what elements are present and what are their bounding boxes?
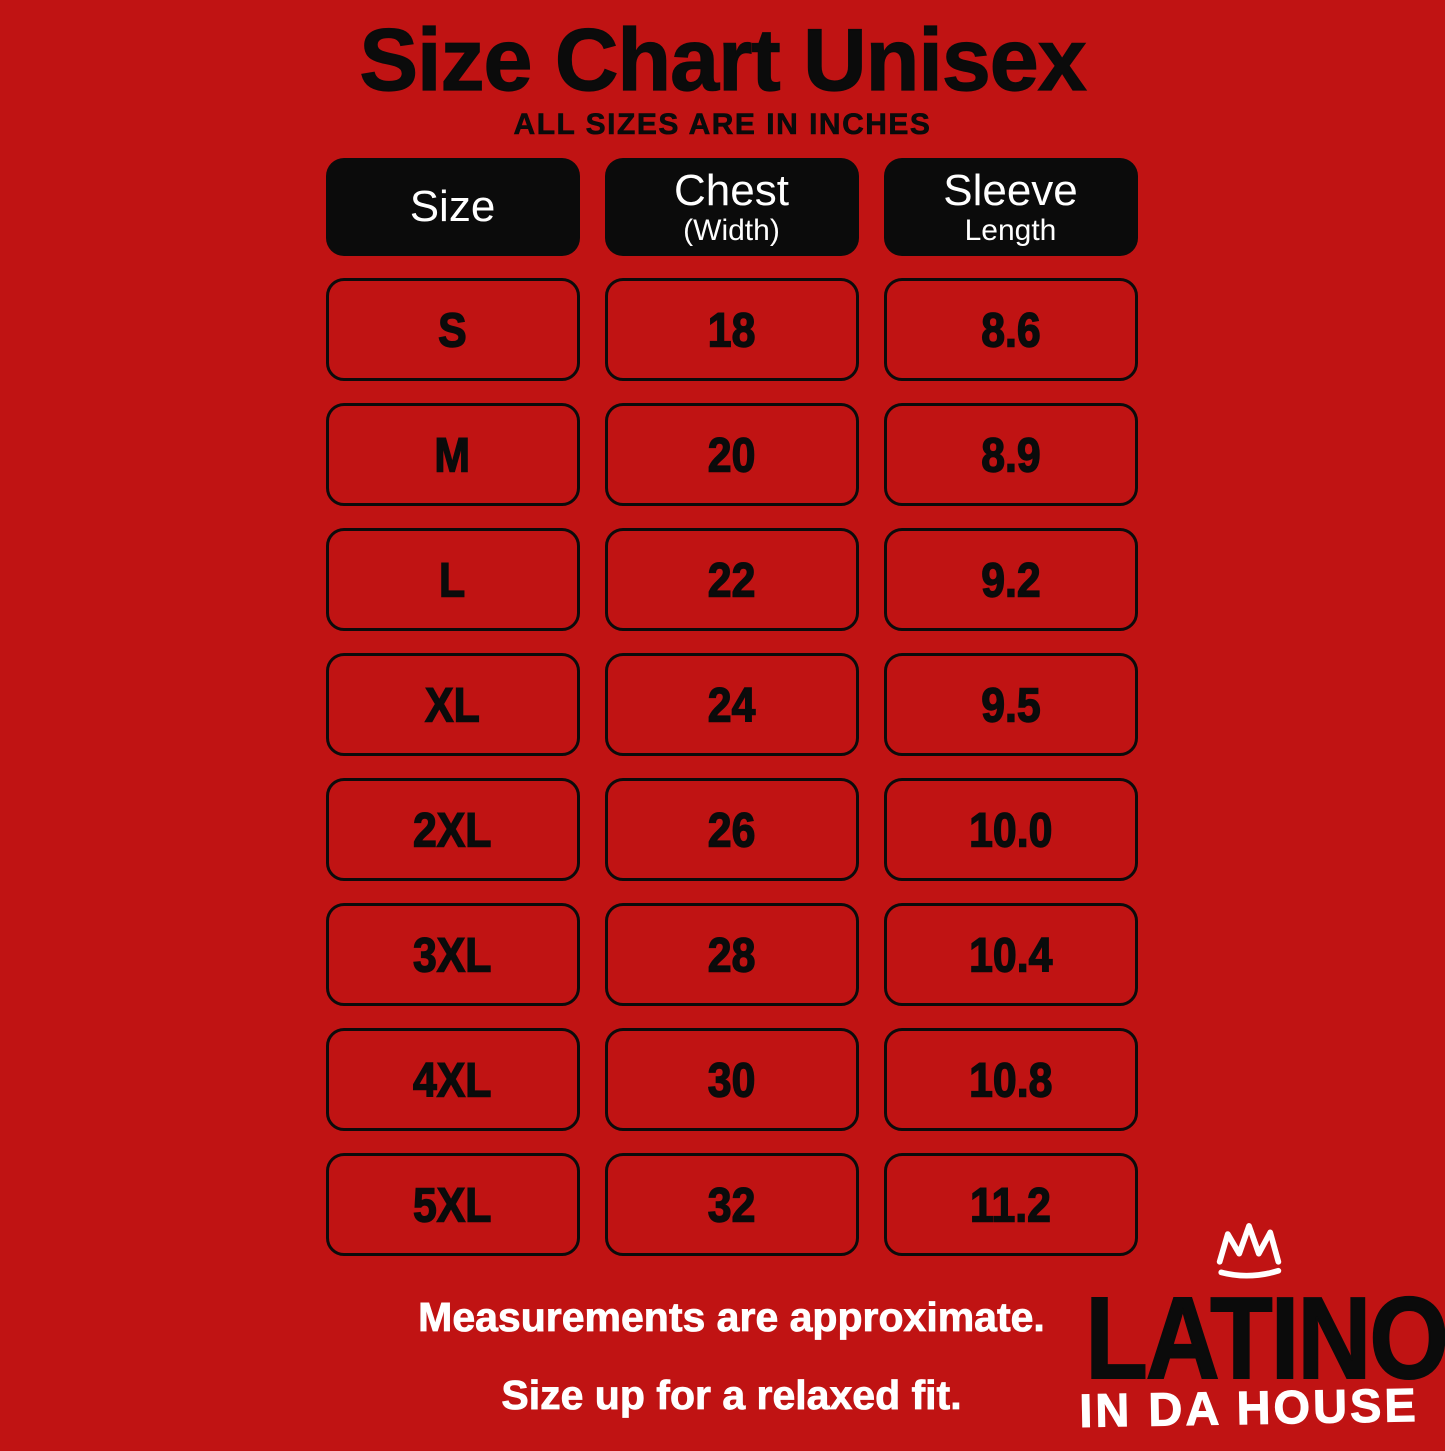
size-cell: XL <box>325 653 580 756</box>
header-cell-size: Size <box>325 158 580 256</box>
sleeve-cell: 8.6 <box>883 278 1138 381</box>
size-value: XL <box>425 677 481 733</box>
brand-logo: LATINO IN DA HOUSE <box>1063 1221 1445 1438</box>
brand-tagline: IN DA HOUSE <box>1078 1378 1420 1438</box>
chest-cell: 30 <box>604 1028 859 1131</box>
size-cell: 4XL <box>325 1028 580 1131</box>
chest-cell: 24 <box>604 653 859 756</box>
chest-value: 32 <box>707 1177 756 1233</box>
size-value: S <box>438 302 468 358</box>
sleeve-cell: 9.2 <box>883 528 1138 631</box>
sleeve-cell: 8.9 <box>883 403 1138 506</box>
footer-note-line1: Measurements are approximate. <box>418 1294 1045 1341</box>
size-value: 2XL <box>413 802 493 858</box>
size-cell: S <box>325 278 580 381</box>
header-size-label: Size <box>409 182 496 232</box>
header-cell-chest: Chest (Width) <box>604 158 859 256</box>
header-chest-sublabel: (Width) <box>683 214 780 247</box>
table-row: M 20 8.9 <box>325 403 1138 506</box>
size-cell: M <box>325 403 580 506</box>
size-cell: 2XL <box>325 778 580 881</box>
sleeve-value: 10.4 <box>968 927 1053 983</box>
chest-cell: 20 <box>604 403 859 506</box>
chest-cell: 32 <box>604 1153 859 1256</box>
table-row: S 18 8.6 <box>325 278 1138 381</box>
chest-value: 28 <box>707 927 756 983</box>
chest-cell: 26 <box>604 778 859 881</box>
footer-note: Measurements are approximate. Size up fo… <box>9 1278 1445 1434</box>
sleeve-cell: 10.4 <box>883 903 1138 1006</box>
size-value: 4XL <box>413 1052 493 1108</box>
chest-cell: 28 <box>604 903 859 1006</box>
sleeve-cell: 11.2 <box>883 1153 1138 1256</box>
table-row: L 22 9.2 <box>325 528 1138 631</box>
sleeve-value: 9.5 <box>980 677 1041 733</box>
table-row: XL 24 9.5 <box>325 653 1138 756</box>
sleeve-value: 10.8 <box>968 1052 1053 1108</box>
chest-value: 30 <box>707 1052 756 1108</box>
sleeve-cell: 10.0 <box>883 778 1138 881</box>
page-subtitle: ALL SIZES ARE IN INCHES <box>513 108 932 142</box>
header-chest-label: Chest <box>674 166 789 216</box>
chest-value: 20 <box>707 427 756 483</box>
size-value: L <box>439 552 466 608</box>
size-value: 3XL <box>413 927 493 983</box>
crown-icon <box>1063 1221 1435 1283</box>
sleeve-value: 9.2 <box>980 552 1041 608</box>
header-cell-sleeve: Sleeve Length <box>883 158 1138 256</box>
sleeve-value: 8.9 <box>980 427 1041 483</box>
chest-cell: 22 <box>604 528 859 631</box>
page-title: Size Chart Unisex <box>359 10 1088 109</box>
table-row: 5XL 32 11.2 <box>325 1153 1138 1256</box>
header-sleeve-sublabel: Length <box>964 214 1057 247</box>
header-sleeve-label: Sleeve <box>943 166 1078 216</box>
table-row: 3XL 28 10.4 <box>325 903 1138 1006</box>
chest-value: 26 <box>707 802 756 858</box>
size-cell: L <box>325 528 580 631</box>
brand-name: LATINO <box>1084 1273 1445 1404</box>
chest-value: 18 <box>707 302 756 358</box>
chest-value: 22 <box>707 552 756 608</box>
sleeve-value: 10.0 <box>968 802 1053 858</box>
chest-value: 24 <box>707 677 756 733</box>
chest-cell: 18 <box>604 278 859 381</box>
size-value: M <box>434 427 471 483</box>
size-cell: 3XL <box>325 903 580 1006</box>
size-cell: 5XL <box>325 1153 580 1256</box>
table-row: 4XL 30 10.8 <box>325 1028 1138 1131</box>
sleeve-cell: 9.5 <box>883 653 1138 756</box>
size-value: 5XL <box>413 1177 493 1233</box>
sleeve-value: 11.2 <box>969 1177 1051 1233</box>
table-header-row: Size Chest (Width) Sleeve Length <box>325 158 1138 256</box>
footer-note-line2: Size up for a relaxed fit. <box>501 1372 962 1419</box>
sleeve-cell: 10.8 <box>883 1028 1138 1131</box>
sleeve-value: 8.6 <box>980 302 1041 358</box>
table-row: 2XL 26 10.0 <box>325 778 1138 881</box>
size-table: Size Chest (Width) Sleeve Length S 18 8.… <box>325 158 1138 1256</box>
